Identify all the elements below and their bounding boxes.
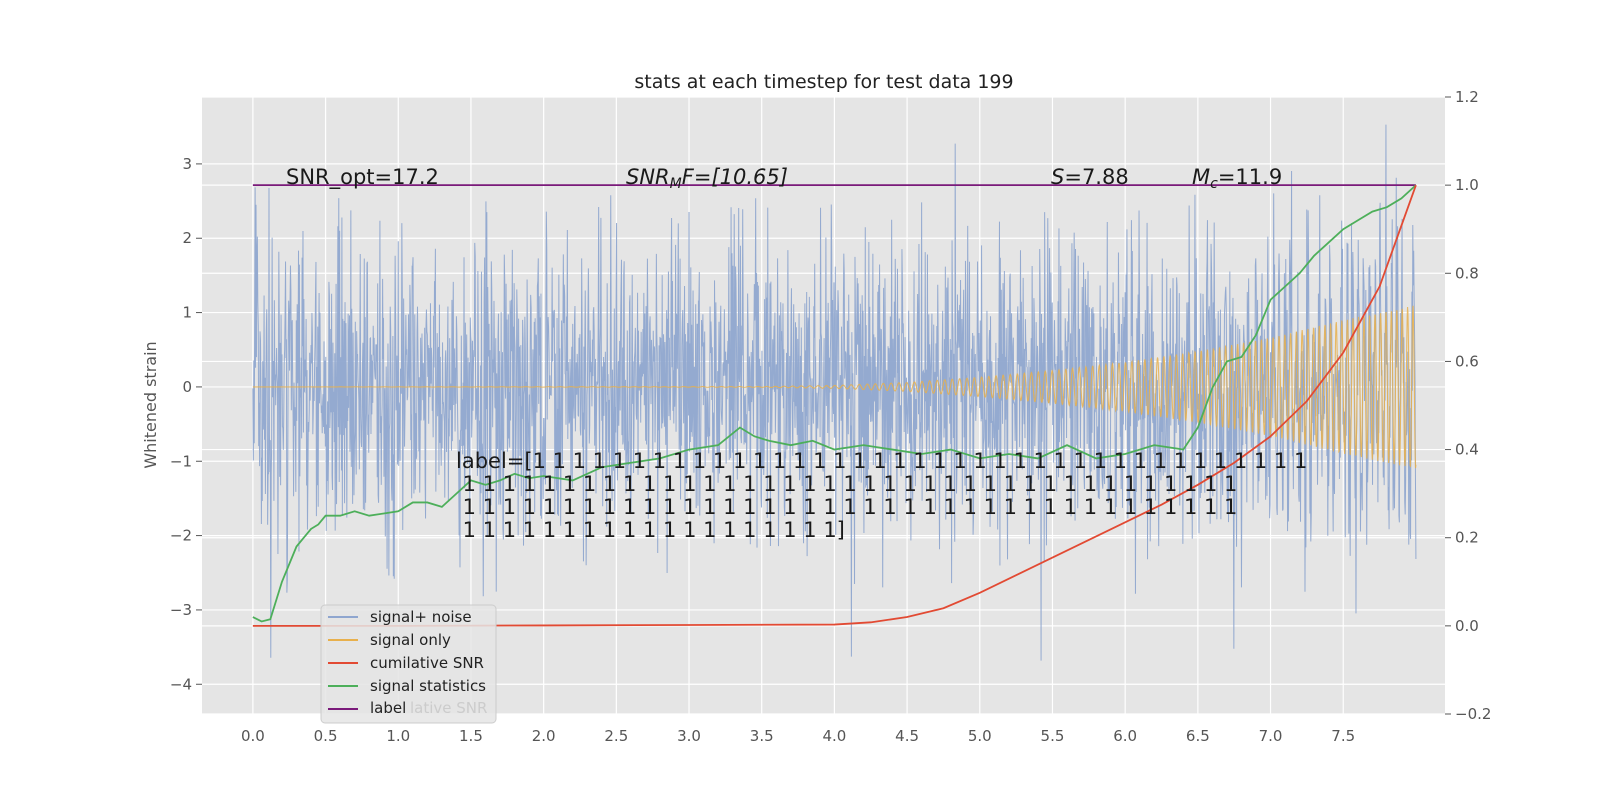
chirp-mass-symbol: M bbox=[1192, 165, 1210, 189]
y2-tick-label: 1.2 bbox=[1455, 88, 1479, 106]
snr-mf-sub: M bbox=[670, 176, 682, 192]
signal-noise-line bbox=[252, 124, 1417, 661]
x-tick-label: 4.0 bbox=[822, 727, 846, 745]
x-tick-label: 3.5 bbox=[750, 727, 774, 745]
y-tick-label: −3 bbox=[170, 601, 192, 619]
y2-tick-label: 0.8 bbox=[1455, 264, 1479, 282]
signal-noise-series bbox=[252, 124, 1417, 661]
x-tick-label: 6.0 bbox=[1113, 727, 1137, 745]
y2-tick-label: 0.4 bbox=[1455, 441, 1479, 459]
x-tick-label: 5.5 bbox=[1041, 727, 1065, 745]
label-line-1: label=[1 1 1 1 1 1 1 1 1 1 1 1 1 1 1 1 1… bbox=[456, 449, 1307, 473]
y-tick-label: 0 bbox=[182, 378, 192, 396]
legend: lative SNR signal+ noise signal only cum… bbox=[320, 604, 497, 724]
chirp-mass-annotation: Mc=11.9 bbox=[1192, 165, 1282, 192]
x-tick-label: 1.5 bbox=[459, 727, 483, 745]
s-stat-value: =7.88 bbox=[1064, 165, 1128, 189]
legend-ghost-text: lative SNR bbox=[410, 699, 487, 717]
signal-statistics-line bbox=[252, 184, 1417, 623]
x-tick-label: 4.5 bbox=[895, 727, 919, 745]
label-line-4: 1 1 1 1 1 1 1 1 1 1 1 1 1 1 1 1 1 1 1] bbox=[456, 518, 845, 542]
axis-ticks: 0.0 0.5 1.0 1.5 2.0 2.5 3.0 3.5 4.0 4.5 5.0 5.5 6.0 6… bbox=[170, 88, 1492, 745]
snr-mf-annotation: SNRMF=[10.65] bbox=[626, 165, 788, 192]
label-line-3: 1 1 1 1 1 1 1 1 1 1 1 1 1 1 1 1 1 1 1 1 … bbox=[456, 495, 1237, 519]
legend-label-cumulative-snr: cumilative SNR bbox=[370, 654, 484, 672]
y2-tick-label: 0.2 bbox=[1455, 529, 1479, 547]
snr-opt-annotation: SNR_opt=17.2 bbox=[286, 165, 439, 190]
label-line-2: 1 1 1 1 1 1 1 1 1 1 1 1 1 1 1 1 1 1 1 1 … bbox=[456, 472, 1237, 496]
s-stat-annotation: S=7.88 bbox=[1051, 165, 1129, 189]
signal-only-series bbox=[252, 305, 1417, 469]
legend-label-signal-statistics: signal statistics bbox=[370, 677, 486, 695]
x-tick-label: 2.0 bbox=[532, 727, 556, 745]
y2-tick-label: −0.2 bbox=[1455, 705, 1491, 723]
cumulative-snr-line bbox=[252, 184, 1417, 627]
y2-tick-label: 0.0 bbox=[1455, 617, 1479, 635]
y-tick-label: −1 bbox=[170, 452, 192, 470]
x-tick-label: 2.5 bbox=[604, 727, 628, 745]
x-tick-label: 7.5 bbox=[1331, 727, 1355, 745]
y-tick-label: 3 bbox=[182, 155, 192, 173]
s-stat-symbol: S bbox=[1051, 165, 1064, 189]
legend-label-signal-only: signal only bbox=[370, 631, 451, 649]
x-tick-label: 0.0 bbox=[241, 727, 265, 745]
y2-tick-label: 0.6 bbox=[1455, 352, 1479, 370]
x-tick-label: 5.0 bbox=[968, 727, 992, 745]
y-tick-label: 2 bbox=[182, 229, 192, 247]
x-tick-label: 3.0 bbox=[677, 727, 701, 745]
label-array-annotation: label=[1 1 1 1 1 1 1 1 1 1 1 1 1 1 1 1 1… bbox=[456, 449, 1307, 542]
x-tick-label: 6.5 bbox=[1186, 727, 1210, 745]
x-tick-label: 1.0 bbox=[386, 727, 410, 745]
legend-box bbox=[320, 604, 497, 724]
legend-label-label: label bbox=[370, 699, 406, 717]
y-tick-label: 1 bbox=[182, 304, 192, 322]
x-tick-label: 7.0 bbox=[1259, 727, 1283, 745]
chirp-mass-sub: c bbox=[1210, 176, 1218, 192]
snr-mf-rest: F=[10.65] bbox=[682, 165, 788, 189]
chart-title: stats at each timestep for test data 199 bbox=[634, 71, 1013, 93]
chirp-mass-value: =11.9 bbox=[1218, 165, 1282, 189]
y-tick-label: −4 bbox=[170, 675, 192, 693]
signal-only-line bbox=[252, 305, 1417, 469]
y-tick-label: −2 bbox=[170, 527, 192, 545]
y-axis-label: Whitened strain bbox=[141, 341, 160, 468]
legend-label-signal-noise: signal+ noise bbox=[370, 608, 472, 626]
stat-lines bbox=[252, 184, 1417, 627]
x-tick-label: 0.5 bbox=[314, 727, 338, 745]
y2-tick-label: 1.0 bbox=[1455, 176, 1479, 194]
snr-mf-base: SNR bbox=[626, 165, 670, 189]
